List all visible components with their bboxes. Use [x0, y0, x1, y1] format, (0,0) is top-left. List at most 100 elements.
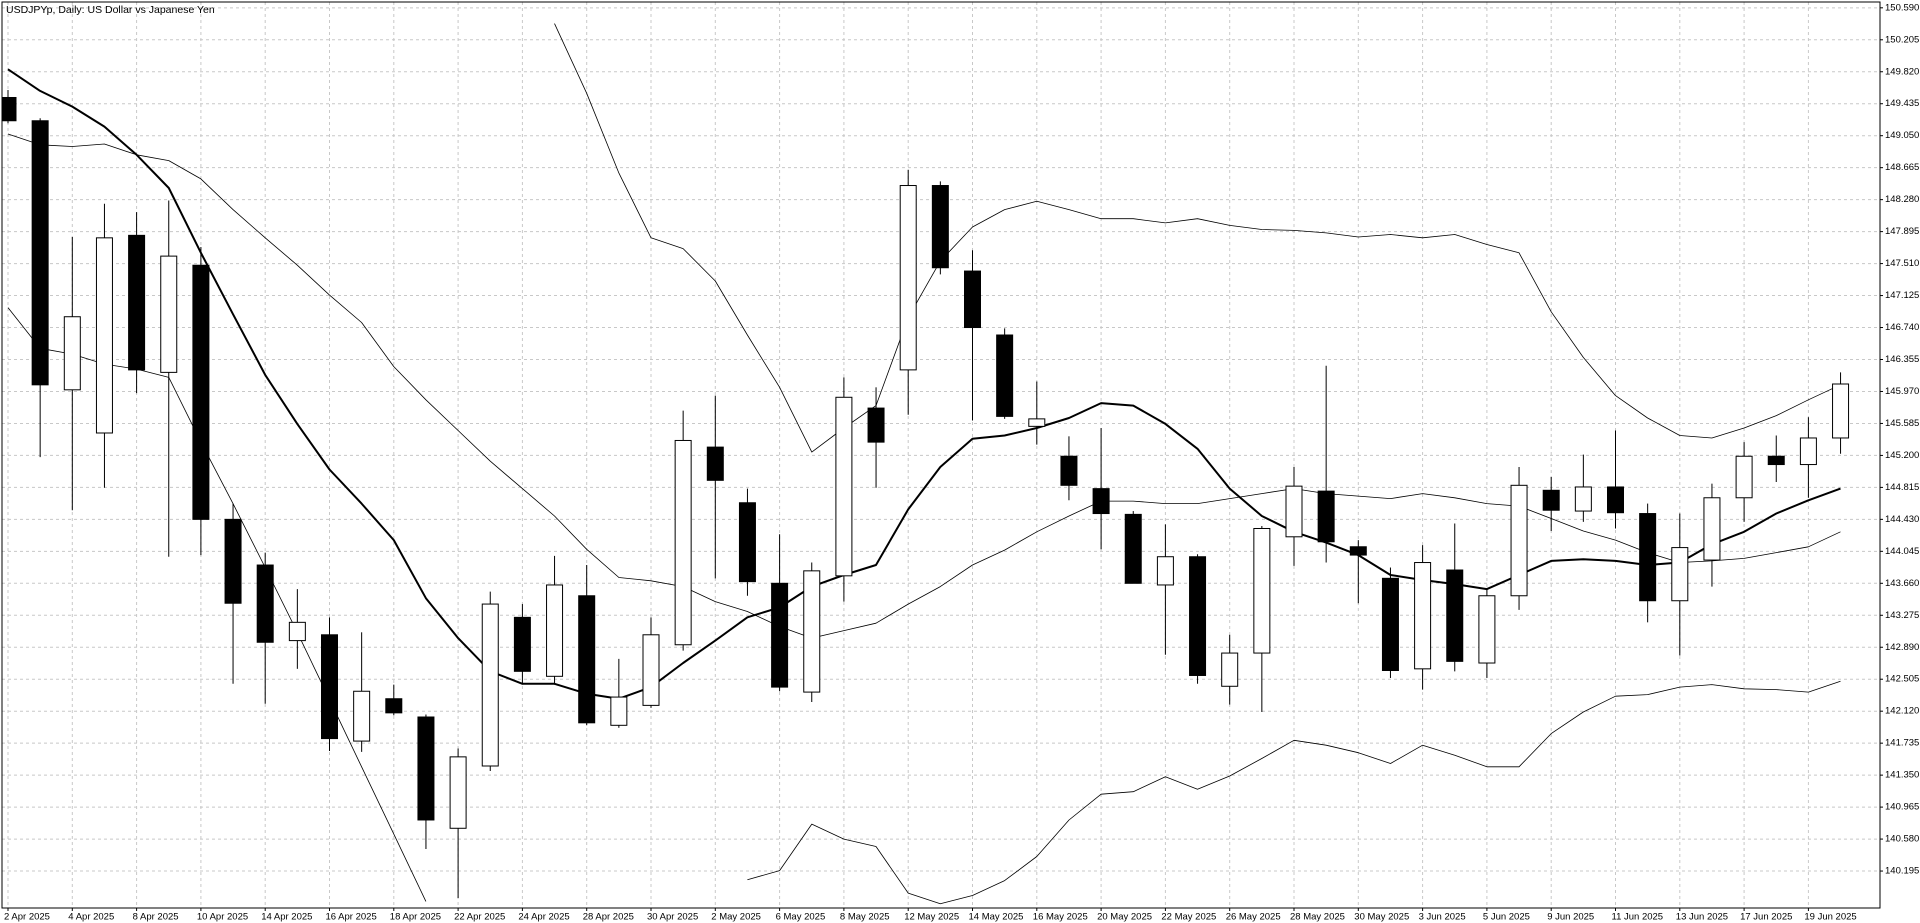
y-tick-label: 149.435 — [1885, 98, 1919, 109]
candle-body — [1414, 562, 1432, 670]
x-tick-label: 2 Apr 2025 — [4, 912, 50, 923]
x-tick-label: 28 May 2025 — [1290, 912, 1345, 923]
candle-body — [31, 120, 49, 386]
candle-body — [706, 446, 724, 481]
candle-body — [1510, 484, 1528, 597]
candle-body — [224, 518, 242, 604]
x-tick-label: 6 May 2025 — [776, 912, 826, 923]
y-tick-label: 141.735 — [1885, 738, 1919, 749]
axes: 150.590 150.205 149.820 149.435 149.050 148.6… — [4, 2, 1919, 922]
candle-body — [996, 334, 1014, 417]
x-tick-label: 13 Jun 2025 — [1676, 912, 1728, 923]
candle-body — [449, 756, 467, 829]
candle-body — [385, 698, 403, 714]
candle-body — [835, 396, 853, 577]
x-tick-label: 8 May 2025 — [840, 912, 890, 923]
x-tick-label: 20 May 2025 — [1097, 912, 1152, 923]
y-tick-label: 142.890 — [1885, 642, 1919, 653]
candle-body — [771, 582, 789, 688]
x-tick-label: 19 Jun 2025 — [1804, 912, 1856, 923]
candle-body — [1799, 437, 1817, 466]
candle-body — [1349, 546, 1367, 556]
candle-body — [1446, 569, 1464, 662]
candle-body — [1671, 547, 1689, 602]
y-tick-label: 150.205 — [1885, 34, 1919, 45]
candle-body — [1156, 556, 1174, 586]
y-tick-label: 144.430 — [1885, 514, 1919, 525]
candle-body — [1832, 383, 1850, 439]
candle-body — [1317, 490, 1335, 543]
y-tick-label: 147.125 — [1885, 290, 1919, 301]
indicator-line — [554, 23, 1841, 453]
candle-body — [642, 634, 660, 706]
y-tick-label: 146.740 — [1885, 322, 1919, 333]
candle-body — [481, 603, 499, 767]
candle-body — [578, 595, 596, 724]
x-tick-label: 14 Apr 2025 — [261, 912, 312, 923]
y-tick-label: 142.505 — [1885, 674, 1919, 685]
candle-body — [1735, 455, 1753, 499]
candle-body — [1189, 556, 1207, 676]
candle-body — [1124, 513, 1142, 584]
chart-title: USDJPYp, Daily: US Dollar vs Japanese Ye… — [6, 4, 215, 16]
candle-body — [803, 570, 821, 693]
x-tick-label: 24 Apr 2025 — [518, 912, 569, 923]
x-tick-label: 11 Jun 2025 — [1612, 912, 1664, 923]
y-tick-label: 140.195 — [1885, 866, 1919, 877]
x-tick-label: 4 Apr 2025 — [68, 912, 114, 923]
candle-body — [1060, 455, 1078, 486]
candle-body — [417, 716, 435, 821]
candle-body — [1542, 489, 1560, 511]
candle-body — [256, 564, 274, 643]
y-tick-label: 140.965 — [1885, 802, 1919, 813]
indicator-line — [7, 68, 1841, 700]
y-tick-label: 140.580 — [1885, 834, 1919, 845]
candle-body — [288, 621, 306, 642]
y-tick-label: 144.045 — [1885, 546, 1919, 557]
candle-body — [1574, 486, 1592, 512]
y-tick-label: 146.355 — [1885, 354, 1919, 365]
candle-body — [867, 407, 885, 443]
candle-body — [353, 690, 371, 742]
x-tick-label: 17 Jun 2025 — [1740, 912, 1792, 923]
indicator-line — [7, 133, 1841, 639]
candle-body — [1381, 577, 1399, 671]
candle-body — [1478, 595, 1496, 664]
candle-body — [160, 255, 178, 373]
y-tick-label: 148.280 — [1885, 194, 1919, 205]
x-tick-label: 30 May 2025 — [1354, 912, 1409, 923]
candle-body — [1221, 652, 1239, 687]
candle-body — [738, 502, 756, 583]
y-tick-label: 141.350 — [1885, 770, 1919, 781]
candle-body — [95, 237, 113, 434]
candle-body — [899, 185, 917, 371]
x-tick-label: 16 May 2025 — [1033, 912, 1088, 923]
x-tick-label: 9 Jun 2025 — [1547, 912, 1594, 923]
x-tick-label: 30 Apr 2025 — [647, 912, 698, 923]
x-tick-label: 28 Apr 2025 — [583, 912, 634, 923]
x-tick-label: 14 May 2025 — [969, 912, 1024, 923]
candle-body — [546, 584, 564, 677]
x-tick-label: 8 Apr 2025 — [133, 912, 179, 923]
x-tick-label: 18 Apr 2025 — [390, 912, 441, 923]
y-tick-label: 149.050 — [1885, 130, 1919, 141]
candle-body — [1092, 488, 1110, 515]
x-tick-label: 5 Jun 2025 — [1483, 912, 1530, 923]
candle-body — [1028, 418, 1046, 427]
y-tick-label: 143.660 — [1885, 578, 1919, 589]
candle-body — [964, 270, 981, 329]
plot-area — [2, 23, 1850, 905]
candle-body — [513, 616, 531, 672]
candle-body — [2, 96, 17, 122]
y-tick-label: 148.665 — [1885, 162, 1919, 173]
x-tick-label: 22 May 2025 — [1161, 912, 1216, 923]
x-tick-label: 2 May 2025 — [711, 912, 761, 923]
candle-body — [321, 634, 338, 740]
candle-body — [1285, 485, 1303, 538]
y-tick-label: 150.590 — [1885, 2, 1919, 13]
candle-body — [1767, 455, 1785, 466]
y-tick-label: 142.120 — [1885, 706, 1919, 717]
y-tick-label: 149.820 — [1885, 66, 1919, 77]
